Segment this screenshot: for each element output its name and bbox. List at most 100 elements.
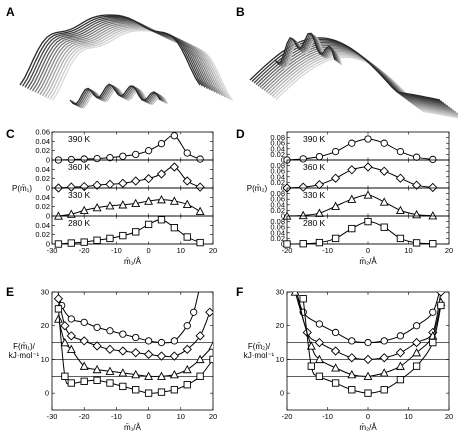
square-marker — [106, 379, 114, 387]
y-tick-label: 0.08 — [270, 133, 285, 142]
subpanel-280-k: 00.020.04 280 K — [35, 215, 214, 249]
y-tick-label: 0.06 — [270, 139, 285, 148]
circle-marker — [348, 337, 356, 345]
triangle-marker — [105, 366, 115, 375]
series-line — [286, 138, 433, 161]
circle-marker — [183, 322, 191, 330]
diamond-marker — [347, 165, 357, 175]
square-marker — [307, 362, 315, 370]
square-marker — [348, 224, 356, 233]
ribbon-strand — [277, 34, 339, 67]
ribbon-strand — [72, 85, 164, 107]
circle-marker — [106, 327, 114, 335]
diamond-marker — [105, 344, 115, 354]
temperature-label: 280 K — [68, 218, 91, 228]
y-tick-label: 0 — [280, 389, 284, 398]
circle-marker — [132, 333, 140, 342]
circle-marker — [380, 337, 388, 345]
square-marker — [331, 379, 340, 387]
square-marker — [364, 389, 372, 397]
x-tick-label: 10 — [404, 246, 412, 255]
diamond-marker — [169, 351, 179, 361]
triangle-marker — [118, 368, 128, 377]
square-marker — [67, 379, 75, 387]
y-tick-label: 0.04 — [270, 228, 285, 237]
triangle-marker — [53, 314, 63, 323]
temperature-label: 390 K — [303, 134, 326, 144]
triangle-marker — [395, 205, 405, 215]
square-marker — [132, 386, 140, 394]
y-tick-label: 0.06 — [35, 128, 50, 137]
chart-e: 0 10 20 30 -30 -20 -10 0 10 20 m̄₁/Å F(m̄₁)/kJ·mol⁻… — [9, 288, 217, 433]
circle-marker — [429, 308, 437, 316]
y-tick-label: 30 — [41, 288, 49, 297]
triangle-marker — [428, 211, 438, 220]
triangle-marker — [379, 197, 389, 206]
diamond-marker — [205, 307, 213, 317]
diamond-marker — [131, 348, 141, 358]
triangle-marker — [314, 208, 324, 217]
y-tick-label: 10 — [41, 355, 49, 364]
square-marker — [348, 386, 356, 394]
triangle-marker — [290, 292, 300, 296]
circle-marker — [196, 155, 204, 163]
triangle-marker — [298, 210, 308, 220]
y-tick-label: 0.02 — [35, 146, 50, 155]
y-tick-label: 0 — [281, 156, 285, 165]
ribbon-strand — [279, 36, 341, 69]
ribbon-strand — [249, 37, 441, 101]
diamond-marker — [363, 162, 373, 172]
diamond-marker — [182, 344, 192, 354]
triangle-marker — [182, 199, 192, 208]
series-line — [58, 199, 201, 217]
diamond-marker — [314, 337, 325, 348]
diamond-marker — [53, 294, 64, 304]
square-marker — [93, 236, 101, 244]
y-tick-label: 0.02 — [270, 234, 285, 243]
square-marker — [144, 389, 153, 397]
ribbon-strand — [281, 37, 343, 70]
circle-marker — [364, 135, 372, 143]
square-marker — [183, 233, 191, 241]
diamond-marker — [411, 337, 422, 348]
diamond-marker — [66, 182, 76, 192]
triangle-marker — [363, 190, 373, 199]
square-marker — [144, 220, 153, 229]
x-axis-label: m̄₁/Å — [124, 423, 142, 432]
ribbon-strand — [74, 85, 166, 107]
y-axis-label: P(m̄₂) — [247, 184, 268, 193]
triangle-marker — [79, 205, 89, 215]
y-tick-label: 0.04 — [270, 200, 285, 209]
triangle-marker — [144, 196, 154, 205]
square-marker — [299, 295, 307, 303]
triangle-marker — [92, 202, 102, 212]
x-tick-label: 10 — [177, 412, 185, 421]
temperature-label: 330 K — [303, 190, 326, 200]
y-tick-label: 0 — [46, 156, 50, 165]
x-axis-label: m̄₁/Å — [124, 257, 142, 266]
circle-marker — [331, 147, 340, 156]
x-tick-label: 0 — [366, 246, 370, 255]
x-axis-label: m̄₂/Å — [359, 257, 377, 266]
triangle-marker — [379, 368, 389, 377]
y-tick-label: 0.02 — [35, 202, 50, 211]
panel-letter-d: D — [236, 127, 245, 141]
triangle-marker — [118, 200, 128, 209]
diamond-marker — [298, 182, 308, 192]
panel-letter-b: B — [236, 5, 245, 19]
circle-marker — [67, 155, 75, 164]
y-tick-label: 0 — [46, 240, 50, 249]
y-tick-label: 0 — [45, 389, 49, 398]
x-tick-label: 20 — [209, 412, 217, 421]
diamond-marker — [379, 166, 389, 176]
circle-marker — [429, 155, 437, 164]
y-tick-label: 20 — [276, 321, 284, 330]
x-tick-label: -10 — [322, 412, 333, 421]
series-line-square — [302, 298, 442, 394]
diamond-marker — [314, 180, 325, 190]
circle-marker — [331, 328, 340, 337]
circle-marker — [412, 153, 421, 161]
circle-marker — [380, 139, 388, 147]
square-marker — [364, 217, 372, 226]
